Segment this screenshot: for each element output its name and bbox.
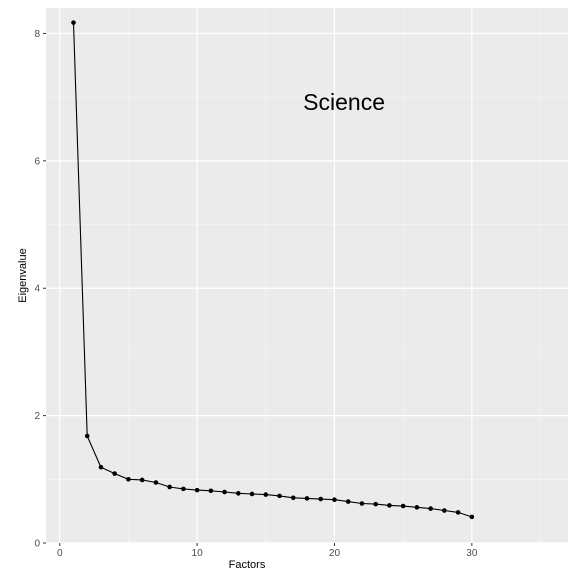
data-point [318, 496, 324, 502]
data-point [400, 503, 406, 509]
chart-annotation: Science [303, 89, 385, 115]
grid-major [46, 8, 568, 544]
data-point [98, 464, 104, 470]
data-point [277, 493, 282, 499]
y-tick-label: 2 [34, 411, 40, 422]
x-tick-label: 0 [57, 548, 63, 559]
data-point [414, 505, 420, 510]
data-point [263, 492, 269, 497]
data-point [112, 471, 117, 476]
data-point [194, 487, 200, 493]
data-point [208, 488, 214, 494]
eigenvalue-points [71, 20, 475, 520]
x-tick-label: 30 [466, 548, 478, 559]
data-point [345, 499, 351, 504]
x-axis-ticks: 0 10 20 30 [57, 543, 478, 559]
data-point [387, 503, 392, 508]
data-point [126, 477, 131, 482]
data-point [222, 489, 227, 495]
x-tick-label: 10 [192, 548, 204, 559]
data-point [290, 495, 296, 501]
grid-minor [46, 8, 568, 543]
data-point [71, 20, 76, 25]
x-axis-title: Factors [229, 559, 266, 571]
data-point [455, 510, 461, 515]
data-point [236, 491, 241, 496]
data-point [442, 508, 447, 513]
y-axis-ticks: 0 2 4 6 8 [34, 29, 46, 550]
y-tick-label: 6 [34, 156, 40, 167]
y-axis-title: Eigenvalue [17, 248, 29, 302]
data-point [359, 501, 365, 506]
data-point [469, 514, 475, 520]
y-tick-label: 4 [34, 284, 40, 295]
y-tick-label: 8 [34, 29, 40, 40]
data-point [167, 484, 172, 490]
data-point [139, 477, 145, 483]
data-point [304, 496, 310, 501]
data-point [153, 480, 159, 485]
data-point [181, 486, 186, 492]
data-point [249, 491, 255, 497]
data-point [428, 506, 433, 511]
data-point [373, 501, 378, 507]
x-tick-label: 20 [329, 548, 341, 559]
data-point [84, 433, 90, 439]
data-point [332, 497, 337, 502]
y-tick-label: 0 [34, 539, 40, 550]
